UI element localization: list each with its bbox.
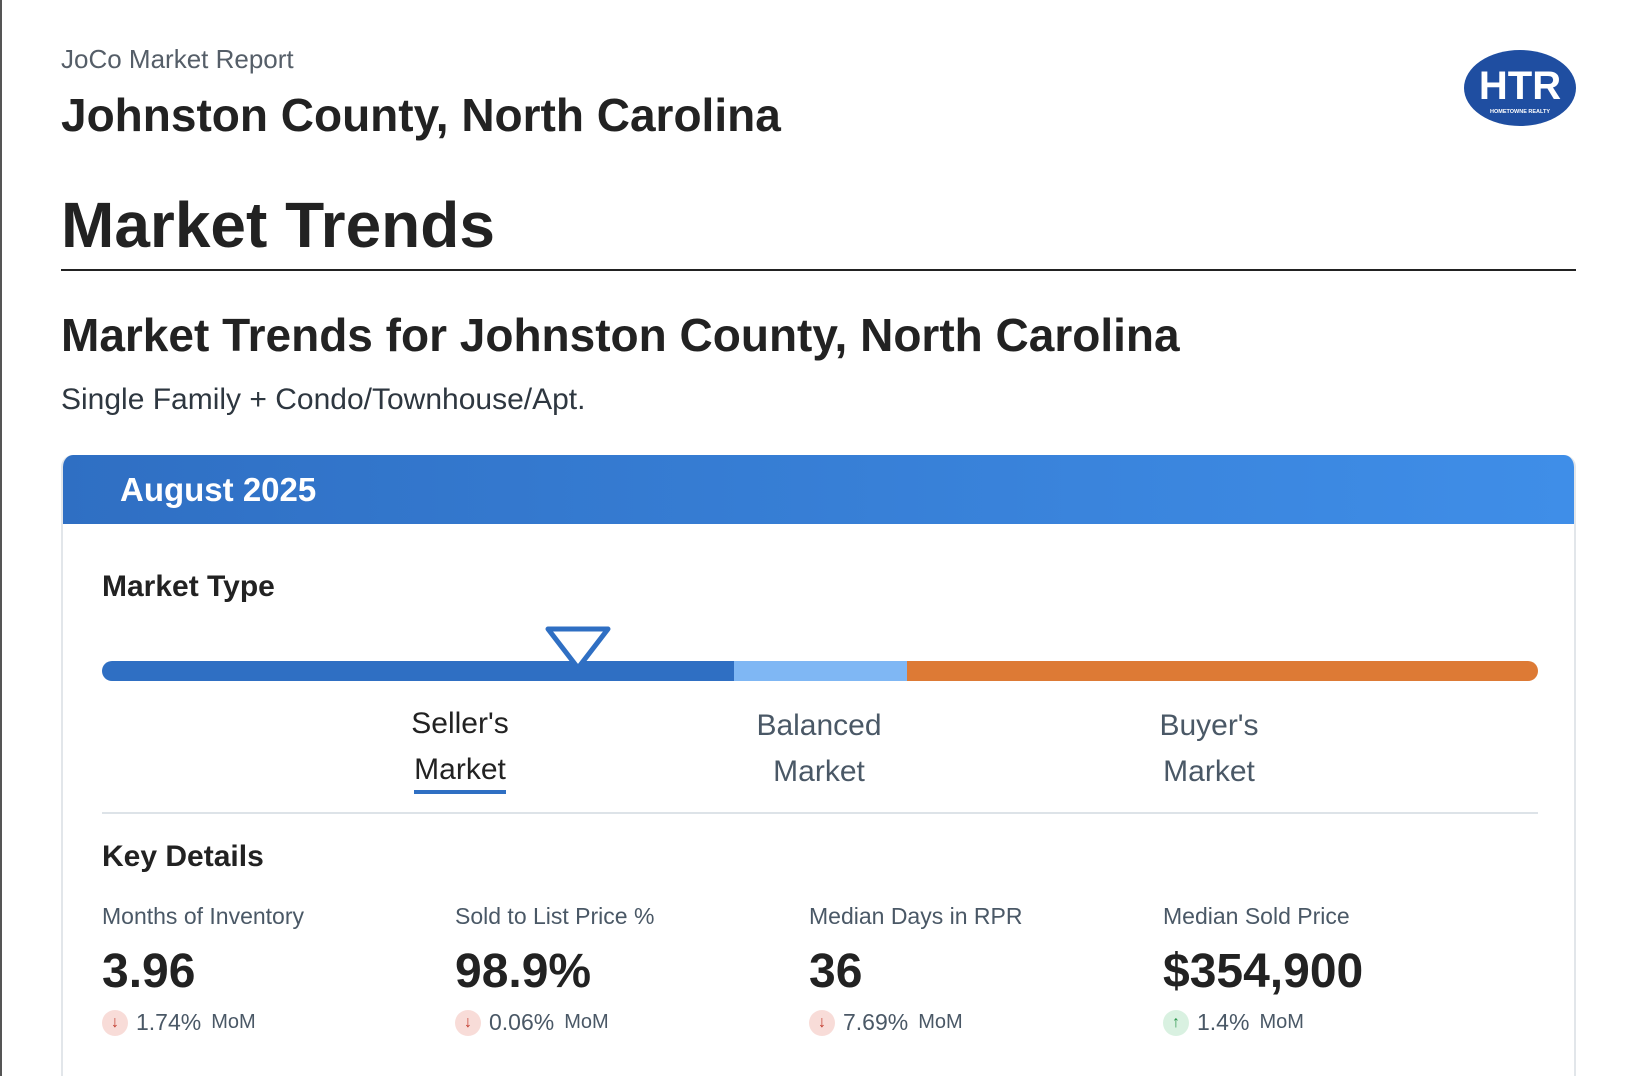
key-details-label: Key Details [102,840,264,873]
arrow-down-icon: ↓ [455,1009,481,1036]
period-label: August 2025 [120,470,317,508]
card-divider [102,812,1538,814]
seller-market-label: Seller's Market [380,701,540,794]
stat-median-days-in-rpr: Median Days in RPR 36 ↓ 7.69% MoM [809,903,1023,1036]
section-title: Market Trends [61,189,495,261]
arrow-down-icon: ↓ [102,1009,128,1036]
section-divider [61,269,1576,271]
seller-segment [102,661,734,681]
report-label: JoCo Market Report [61,44,294,74]
market-type-label: Market Type [102,570,275,603]
stat-sold-to-list-price: Sold to List Price % 98.9% ↓ 0.06% MoM [455,903,655,1036]
htr-logo: HTR HOMETOWNE REALTY [1464,50,1576,126]
buyer-segment [907,661,1538,681]
county-title: Johnston County, North Carolina [61,89,781,141]
market-type-bar [102,661,1538,681]
market-indicator-icon [545,626,611,671]
balanced-segment [734,661,907,681]
balanced-market-label: Balanced Market [756,709,882,788]
arrow-down-icon: ↓ [809,1009,835,1036]
trends-title: Market Trends for Johnston County, North… [61,309,1180,361]
property-type: Single Family + Condo/Townhouse/Apt. [61,383,586,416]
stat-months-of-inventory: Months of Inventory 3.96 ↓ 1.74% MoM [102,903,304,1036]
buyer-market-label: Buyer's Market [1159,709,1259,788]
logo-subtext: HOMETOWNE REALTY [1490,109,1550,115]
market-trends-card: August 2025 Market Type Seller's Market … [61,455,1576,1076]
arrow-up-icon: ↑ [1163,1009,1189,1036]
logo-text: HTR [1479,64,1561,108]
card-header: August 2025 [63,455,1574,524]
stat-median-sold-price: Median Sold Price $354,900 ↑ 1.4% MoM [1163,903,1364,1036]
